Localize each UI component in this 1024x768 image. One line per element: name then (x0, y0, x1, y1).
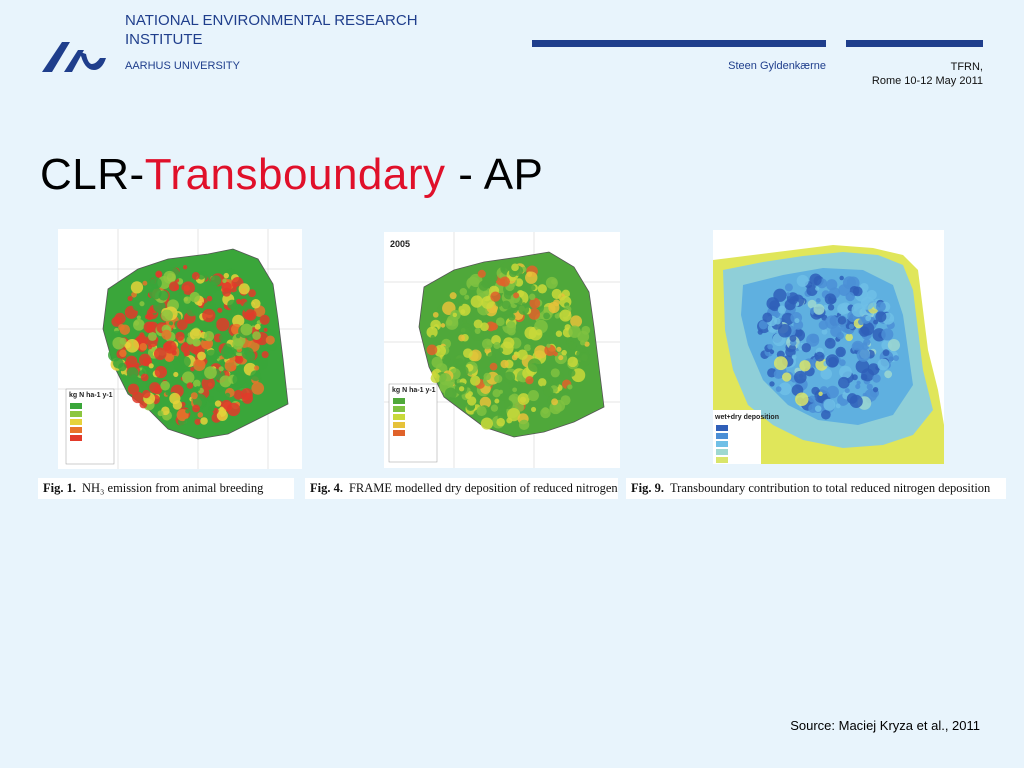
legend-swatch (70, 419, 82, 425)
legend-swatch (393, 422, 405, 428)
author-name: Steen Gyldenkærne (728, 60, 826, 72)
title-prefix: CLR- (40, 150, 145, 199)
figure-4-caption: Fig. 4. FRAME modelled dry deposition of … (305, 478, 618, 499)
legend-swatch (716, 449, 728, 455)
title-suffix: - AP (445, 150, 544, 199)
header-divider-bar (532, 40, 826, 47)
legend-swatch (70, 435, 82, 441)
figure-transboundary-contribution-map: wet+dry deposition (713, 230, 944, 464)
legend-swatch (70, 427, 82, 433)
university-name: AARHUS UNIVERSITY (125, 60, 240, 72)
legend-swatch (393, 406, 405, 412)
event-info: TFRN, Rome 10-12 May 2011 (846, 60, 983, 88)
figure-label: Fig. 4. (310, 481, 343, 495)
legend-swatch (393, 414, 405, 420)
legend-swatch (716, 457, 728, 463)
figure-label: Fig. 1. (43, 481, 76, 495)
legend-swatch (393, 398, 405, 404)
map-poland-dry-deposition: 2005 kg N ha-1 y-1 (384, 232, 620, 468)
figure-year: 2005 (390, 239, 410, 249)
legend-title: kg N ha-1 y-1 (392, 387, 436, 394)
legend-title: kg N ha-1 y-1 (69, 392, 113, 399)
slide-title: CLR-Transboundary - AP (40, 150, 543, 200)
legend-swatch (716, 425, 728, 431)
map-poland-transboundary: wet+dry deposition (713, 245, 944, 464)
event-name: TFRN, (950, 61, 983, 73)
figure-caption-text: Transboundary contribution to total redu… (669, 481, 991, 495)
aarhus-university-logo-icon (42, 42, 106, 72)
institute-name: NATIONAL ENVIRONMENTAL RESEARCH INSTITUT… (125, 12, 418, 48)
source-citation: Source: Maciej Kryza et al., 2011 (790, 718, 980, 733)
legend-swatch (70, 411, 82, 417)
legend-swatch (393, 430, 405, 436)
figure-caption-text: NH₃ emission from animal breeding (81, 481, 264, 495)
figure-caption-text: FRAME modelled dry deposition of reduced… (348, 481, 618, 495)
figure-1-caption: Fig. 1. NH₃ emission from animal breeding (38, 478, 294, 499)
legend-swatch (70, 403, 82, 409)
title-highlight: Transboundary (144, 150, 446, 199)
event-date: Rome 10-12 May 2011 (871, 75, 983, 87)
legend-title: wet+dry deposition (714, 414, 779, 421)
figure-label: Fig. 9. (631, 481, 664, 495)
header-divider-bar-short (846, 40, 983, 47)
figure-nh3-emission-map: kg N ha-1 y-1 (58, 229, 302, 469)
legend-swatch (716, 433, 728, 439)
figure-9-caption: Fig. 9. Transboundary contribution to tot… (626, 478, 1006, 499)
legend-swatch (716, 441, 728, 447)
figure-frame-deposition-map: 2005 kg N ha-1 y-1 (384, 232, 620, 468)
map-poland-emission: kg N ha-1 y-1 (58, 229, 302, 469)
